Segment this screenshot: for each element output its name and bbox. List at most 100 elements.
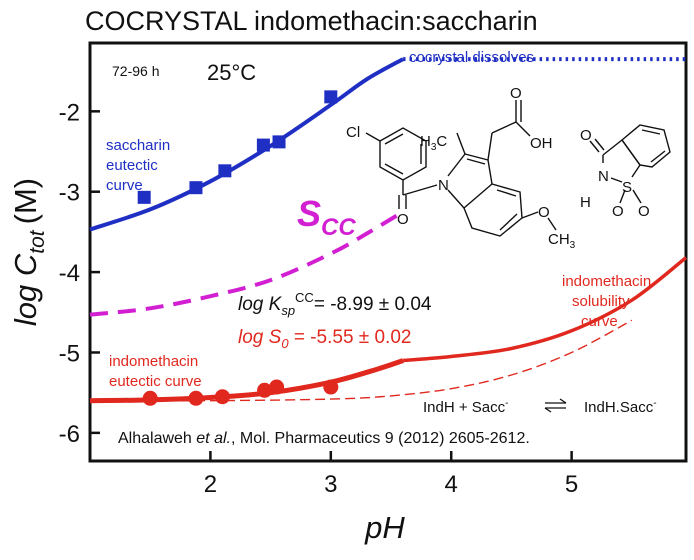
ch3-sub: 3 [570, 240, 576, 251]
plot-frame [88, 41, 688, 463]
sac-s-to-ring-bond [631, 164, 641, 178]
equilibrium-left-text: IndH + Sacc [423, 399, 506, 416]
cl-bond [365, 132, 381, 142]
indomethacin-point [257, 382, 273, 398]
saccharin-data-points [137, 90, 338, 204]
ksp-sub: sp [281, 303, 295, 318]
temperature-label: 25°C [207, 60, 256, 85]
indomethacin-eutectic-label-line1: indomethacin [109, 353, 198, 370]
equilibrium-right-sup: - [653, 398, 656, 409]
equilibrium-right: IndH.Sacc- [584, 398, 657, 416]
chart-title: COCRYSTAL indomethacin:saccharin [85, 6, 538, 36]
y-axis-label: log Ctot (M) [8, 178, 49, 326]
y-tick-label: -2 [59, 99, 80, 126]
equilibrium-forward-arrowhead [559, 398, 567, 404]
oh-label: OH [530, 135, 553, 152]
n-to-c2-bond [447, 153, 466, 177]
equilibrium-left: IndH + Sacc- [423, 398, 508, 416]
sac-n-to-s-bond [610, 177, 623, 183]
saccharin-labels: O N H S O O [580, 127, 650, 220]
h3c-h: H [420, 133, 431, 150]
saccharin-label-line1: saccharin [106, 137, 170, 154]
sac-so-bond-1 [619, 189, 626, 204]
sac-o1-label: O [612, 203, 624, 220]
sac-ring-fusion-bond [621, 139, 641, 166]
x-axis-label: pH [364, 510, 405, 545]
indomethacin-eutectic-label-line2: eutectic curve [109, 373, 202, 390]
c2-c3-bond [464, 153, 489, 161]
n-label: N [438, 177, 449, 194]
y-tick-label: -3 [59, 180, 80, 207]
sac-ring-double-a [641, 129, 661, 135]
indomethacin-point [142, 390, 158, 406]
c3-c3a-bond [487, 159, 493, 185]
y-axis-ticks: -2 -3 -4 -5 -6 [59, 99, 100, 448]
equilibrium-right-text: IndH.Sacc [584, 399, 654, 416]
x-tick-label: 3 [324, 471, 337, 498]
y-axis-label-unit: (M) [8, 178, 43, 224]
indomethacin-point [269, 379, 285, 395]
ksp-value: = -8.99 ± 0.04 [314, 294, 432, 315]
cooh-o-label: O [510, 85, 522, 102]
indomethacin-structure [365, 100, 557, 237]
indomethacin-labels: Cl H3C O OH N O O CH3 [346, 85, 576, 251]
indomethacin-solubility-label-line2: solubility [572, 293, 630, 310]
equilibrium-reverse-arrowhead [544, 407, 552, 413]
indole-benzene-ring [463, 183, 523, 237]
saccharin-point [256, 138, 270, 152]
sac-co-double-b [594, 138, 605, 151]
indomethacin-point [214, 389, 230, 405]
sac-s-label: S [622, 179, 632, 196]
cl-label: Cl [346, 124, 360, 141]
sac-carbonyl-to-ring-bond [602, 139, 623, 156]
saccharin-label-line3: curve [106, 177, 143, 194]
equilibrium-left-sup: - [505, 398, 508, 409]
sac-o2-label: O [638, 203, 650, 220]
saccharin-point [189, 181, 203, 195]
y-tick-label: -6 [59, 421, 80, 448]
saccharin-label-line2: eutectic [106, 157, 158, 174]
cocrystal-dissolves-label: cocrystal dissolves [409, 49, 534, 66]
methyl-bond [456, 132, 466, 155]
sac-co-double-a [589, 140, 600, 153]
methoxy-ch3-label: CH3 [548, 231, 576, 251]
s0-annotation: log S0 = -5.55 ± 0.02 [238, 327, 411, 351]
sac-h-label: H [580, 194, 591, 211]
ch2-to-cooh-bond [491, 121, 517, 134]
equilibrium-arrows [544, 398, 567, 413]
indomethacin-point [188, 390, 204, 406]
indomethacin-intrinsic-dashed-curve [89, 319, 633, 402]
chlorobenzene-double-bond-a [384, 133, 404, 145]
cooh-oh-bond [515, 121, 531, 137]
ch2-bond [487, 132, 493, 161]
indomethacin-point [323, 379, 339, 395]
saccharin-point [218, 164, 232, 178]
sac-so-bond-2 [632, 189, 642, 204]
saccharin-point [272, 135, 286, 149]
sac-n-label: N [598, 168, 609, 185]
carbonyl-o-label: O [397, 211, 409, 228]
reference-citation: Alhalaweh et al., Mol. Pharmaceutics 9 (… [118, 430, 530, 447]
methoxy-o-label: O [538, 204, 550, 221]
x-tick-label: 5 [565, 471, 578, 498]
ksp-annotation: log KspCC= -8.99 ± 0.04 [238, 290, 432, 318]
indomethacin-solubility-curve [402, 256, 688, 363]
sac-ring-double-b [650, 150, 666, 163]
scc-label-sub: CC [321, 214, 356, 241]
x-tick-label: 4 [445, 471, 458, 498]
indomethacin-solubility-label-line3: curve [581, 313, 618, 330]
y-tick-label: -4 [59, 260, 80, 287]
time-label: 72-96 h [112, 63, 159, 79]
ksp-sup: CC [295, 290, 314, 305]
sac-o-top-label: O [580, 127, 592, 144]
indomethacin-solubility-label-line1: indomethacin [562, 273, 651, 290]
reference-etal: et al. [196, 430, 231, 447]
y-axis-label-main: log C [8, 253, 43, 326]
scc-label-main: S [297, 193, 321, 234]
saccharin-point [137, 190, 151, 204]
saccharin-eutectic-curve [89, 57, 405, 232]
methoxy-ch3-bond [547, 217, 557, 231]
ksp-log: log K [238, 294, 283, 315]
scc-curve [89, 210, 405, 317]
